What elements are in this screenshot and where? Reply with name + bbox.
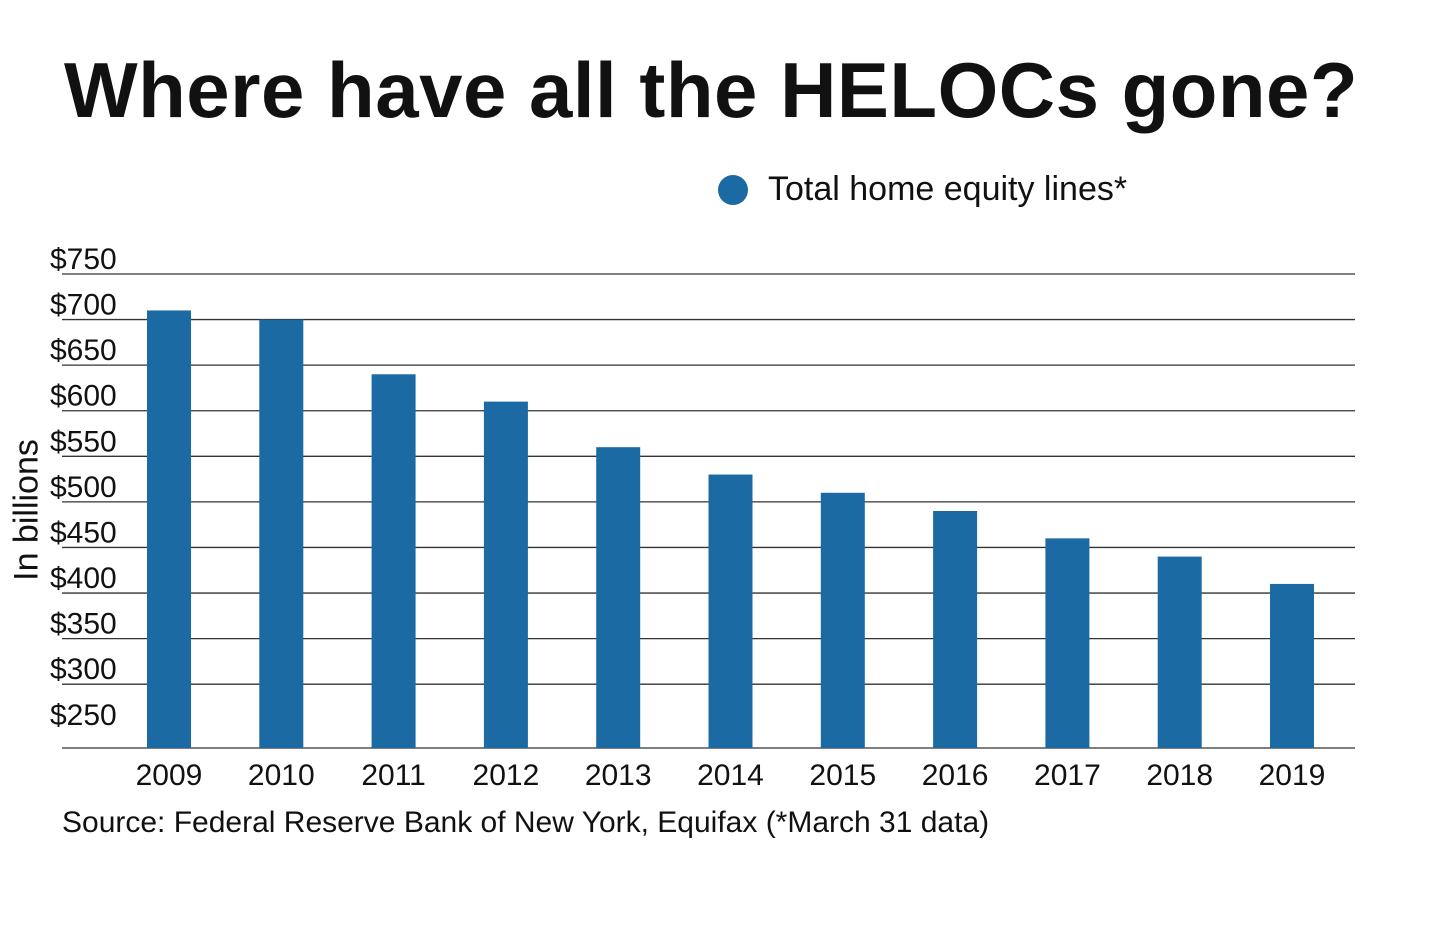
x-tick-label: 2017 — [1034, 759, 1101, 792]
bar-2013 — [596, 447, 641, 748]
legend-label: Total home equity lines* — [768, 170, 1128, 208]
bar-2012 — [483, 401, 528, 748]
x-tick-label: 2011 — [361, 759, 426, 792]
y-tick-label: $600 — [50, 380, 117, 413]
y-tick-label: $750 — [50, 243, 117, 276]
bars — [147, 310, 1314, 748]
x-tick-label: 2019 — [1259, 759, 1326, 792]
y-tick-label: $550 — [50, 425, 117, 458]
bar-2017 — [1045, 538, 1090, 748]
legend-swatch — [718, 174, 748, 205]
y-tick-label: $400 — [50, 562, 117, 595]
y-tick-label: $650 — [50, 334, 117, 367]
x-tick-label: 2012 — [473, 759, 540, 792]
bar-2019 — [1270, 583, 1314, 748]
bar-2010 — [259, 319, 304, 748]
x-tick-label: 2013 — [585, 759, 652, 792]
legend: Total home equity lines* — [718, 170, 1127, 209]
y-tick-label: $700 — [50, 289, 117, 322]
x-tick-label: 2010 — [248, 759, 315, 792]
x-tick-labels: 2009 2010 2011 2012 2013 2014 2015 2016 2017 2018… — [136, 759, 1326, 792]
source-note: Source: Federal Reserve Bank of New York… — [62, 806, 990, 839]
bar-2011 — [371, 374, 416, 748]
y-tick-label: $500 — [50, 471, 117, 504]
bar-2009 — [147, 310, 191, 748]
x-tick-label: 2018 — [1146, 759, 1213, 792]
x-tick-label: 2016 — [922, 759, 989, 792]
bar-2014 — [708, 474, 753, 748]
y-tick-label: $300 — [50, 653, 117, 686]
bar-2015 — [820, 492, 865, 748]
y-tick-labels: $250 $300 $350 $400 $450 $500 $550 $600 $650 $700… — [50, 243, 117, 732]
x-tick-label: 2009 — [136, 759, 203, 792]
y-tick-label: $450 — [50, 516, 117, 549]
bar-2018 — [1157, 556, 1202, 748]
bar-2016 — [933, 511, 978, 748]
x-tick-label: 2015 — [809, 759, 876, 792]
x-tick-label: 2014 — [697, 759, 764, 792]
chart-title: Where have all the HELOCs gone? — [64, 46, 1359, 134]
y-tick-label: $250 — [50, 699, 117, 732]
y-tick-label: $350 — [50, 608, 117, 641]
